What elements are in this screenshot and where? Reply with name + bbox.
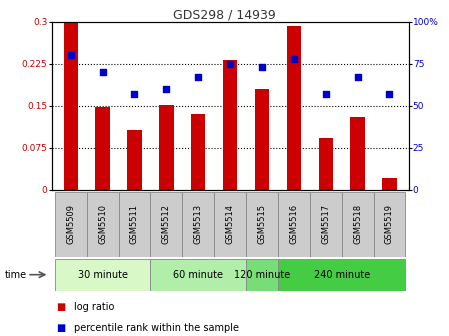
Text: percentile rank within the sample: percentile rank within the sample: [74, 323, 239, 333]
Bar: [342, 192, 374, 257]
Point: [67, 53, 75, 58]
Text: log ratio: log ratio: [74, 302, 114, 312]
Bar: [286, 26, 301, 190]
Point: [99, 70, 106, 75]
Bar: [55, 192, 87, 257]
Bar: [318, 138, 333, 190]
Text: ■: ■: [56, 323, 66, 333]
Text: time: time: [4, 270, 26, 280]
Point: [195, 75, 202, 80]
Text: 120 minute: 120 minute: [234, 270, 290, 280]
Bar: [255, 89, 269, 190]
Text: GSM5519: GSM5519: [385, 204, 394, 244]
Bar: [374, 192, 405, 257]
Bar: [246, 192, 278, 257]
Text: GSM5514: GSM5514: [225, 204, 235, 244]
Bar: [223, 60, 237, 190]
Bar: [64, 22, 78, 190]
Point: [354, 75, 361, 80]
Text: 30 minute: 30 minute: [78, 270, 128, 280]
Text: GSM5509: GSM5509: [66, 204, 75, 244]
Text: GSM5517: GSM5517: [321, 204, 330, 244]
Point: [163, 86, 170, 92]
Bar: [182, 192, 214, 257]
Point: [227, 61, 234, 67]
Bar: [55, 259, 150, 291]
Text: GSM5511: GSM5511: [130, 204, 139, 244]
Text: 60 minute: 60 minute: [173, 270, 223, 280]
Point: [386, 91, 393, 97]
Bar: [278, 259, 405, 291]
Text: GSM5510: GSM5510: [98, 204, 107, 244]
Bar: [350, 117, 365, 190]
Text: GDS298 / 14939: GDS298 / 14939: [173, 8, 276, 22]
Bar: [382, 177, 396, 190]
Bar: [191, 114, 205, 190]
Bar: [278, 192, 310, 257]
Bar: [128, 130, 142, 190]
Point: [290, 56, 297, 61]
Point: [322, 91, 329, 97]
Bar: [310, 192, 342, 257]
Text: ■: ■: [56, 302, 66, 312]
Text: 240 minute: 240 minute: [313, 270, 370, 280]
Point: [258, 65, 265, 70]
Bar: [246, 259, 278, 291]
Text: GSM5512: GSM5512: [162, 204, 171, 244]
Text: GSM5516: GSM5516: [289, 204, 298, 244]
Bar: [96, 107, 110, 190]
Bar: [159, 105, 174, 190]
Bar: [150, 192, 182, 257]
Text: GSM5518: GSM5518: [353, 204, 362, 244]
Bar: [119, 192, 150, 257]
Bar: [87, 192, 119, 257]
Text: GSM5515: GSM5515: [257, 204, 267, 244]
Bar: [150, 259, 246, 291]
Point: [131, 91, 138, 97]
Text: GSM5513: GSM5513: [194, 204, 203, 244]
Bar: [214, 192, 246, 257]
